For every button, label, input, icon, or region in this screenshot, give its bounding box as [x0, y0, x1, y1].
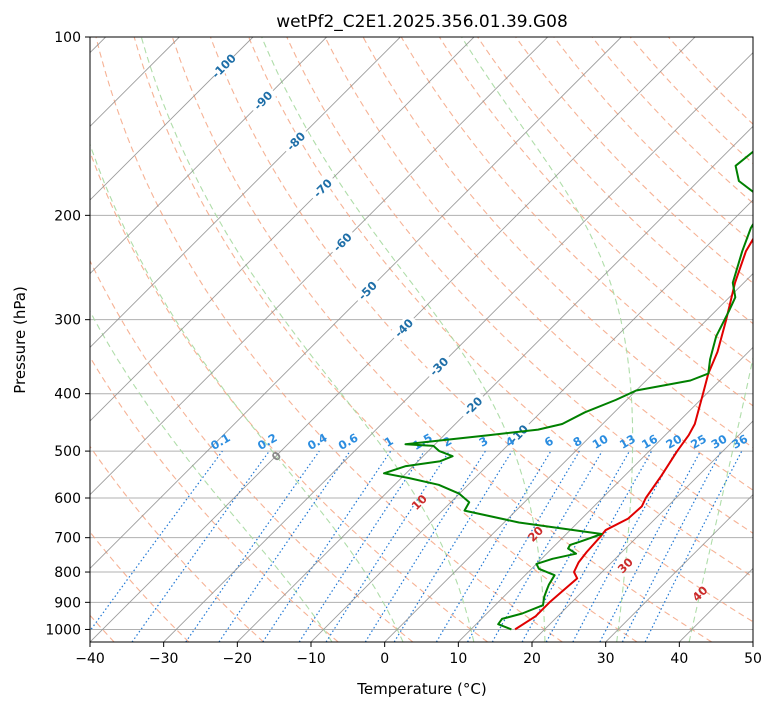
dry-adiabat-line [0, 37, 264, 642]
dry-adiabat-line [516, 37, 775, 642]
mixing-ratio-line [326, 451, 449, 642]
y-tick-label: 1000 [45, 622, 81, 638]
x-axis-title: Temperature (°C) [356, 680, 486, 698]
x-tick-label: −30 [149, 651, 179, 667]
y-tick-label: 800 [54, 565, 81, 581]
isotherm-line [458, 37, 775, 642]
y-tick-label: 900 [54, 595, 81, 611]
isotherm-line [753, 37, 775, 642]
isotherm-line [311, 37, 775, 642]
isotherm-line [679, 37, 775, 642]
y-tick-label: 700 [54, 531, 81, 547]
mixing-ratio-label: 25 [688, 432, 709, 452]
mixing-ratio-label: 36 [729, 432, 750, 452]
isotherm-line [385, 37, 775, 642]
mixing-ratio-line [546, 451, 651, 642]
background-lines [0, 37, 775, 642]
mixing-ratio-label: 30 [709, 432, 730, 452]
moist-adiabat-line [141, 37, 474, 642]
mixing-ratio-line [263, 451, 391, 642]
dry-adiabat-line [592, 37, 775, 642]
mixing-ratio-label: 6 [542, 434, 556, 450]
moist-adiabat-label: 40 [689, 583, 710, 604]
isotherm-line [237, 37, 775, 642]
isotherm-line [0, 37, 327, 642]
mixing-ratio-label: 8 [570, 434, 584, 450]
moist-adiabat-line [462, 37, 633, 642]
mixing-ratio-line [365, 451, 485, 642]
x-tick-label: 30 [597, 651, 615, 667]
isotherm-line [90, 37, 695, 642]
mixing-ratio-line [436, 451, 551, 642]
isotherm-line [0, 37, 400, 642]
moist-adiabat-label: 10 [409, 492, 430, 513]
mixing-ratio-label: 0.1 [208, 430, 233, 452]
y-tick-label: 400 [54, 387, 81, 403]
mixing-ratio-label: 10 [590, 432, 611, 452]
mixing-ratio-line [600, 451, 701, 642]
moist-adiabat-label: 30 [615, 555, 636, 576]
moist-adiabat-line [689, 37, 775, 642]
mixing-ratio-label: 0.4 [305, 430, 330, 452]
dry-adiabat-line [134, 37, 637, 642]
x-tick-label: −40 [75, 651, 105, 667]
mixing-ratio-line [219, 451, 350, 642]
x-tick-label: 50 [744, 651, 762, 667]
isotherm-line [532, 37, 775, 642]
dewpoint-profile-line [384, 37, 775, 629]
x-tick-label: −20 [223, 651, 253, 667]
isotherm-line [0, 37, 474, 642]
x-tick-label: 0 [380, 651, 389, 667]
mixing-ratio-label: 16 [639, 432, 660, 452]
dry-adiabat-line [0, 37, 338, 642]
x-tick-label: −10 [296, 651, 326, 667]
y-tick-label: 200 [54, 208, 81, 224]
x-tick-label: 40 [670, 651, 688, 667]
y-axis-title: Pressure (hPa) [11, 286, 29, 394]
isotherm-line [164, 37, 769, 642]
profile-lines [384, 37, 775, 629]
skewt-chart: -100-90-80-70-60-50-40-30-20-100.10.20.4… [0, 0, 775, 708]
mixing-ratio-label: 1 [382, 434, 396, 450]
y-tick-label: 500 [54, 444, 81, 460]
dry-adiabat-line [58, 37, 488, 642]
dry-adiabat-line [20, 37, 413, 642]
moist-adiabat-line [2, 37, 332, 642]
moist-adiabat-line [262, 37, 545, 642]
x-tick-label: 20 [523, 651, 541, 667]
skewt-svg: -100-90-80-70-60-50-40-30-20-100.10.20.4… [0, 0, 775, 708]
mixing-ratio-line [82, 451, 223, 642]
mixing-ratio-line [573, 451, 676, 642]
isotherm-line [0, 37, 548, 642]
x-tick-label: 10 [449, 651, 467, 667]
y-tick-label: 300 [54, 313, 81, 329]
mixing-ratio-line [299, 451, 424, 642]
y-tick-label: 600 [54, 491, 81, 507]
dry-adiabat-line [96, 37, 562, 642]
mixing-ratio-label: 20 [663, 432, 684, 452]
chart-title: wetPf2_C2E1.2025.356.01.39.G08 [276, 12, 568, 32]
mixing-ratio-label: 13 [617, 432, 638, 452]
moist-adiabat-line [61, 37, 403, 642]
plot-frame [90, 37, 753, 642]
y-tick-label: 100 [54, 30, 81, 46]
isotherm-line [0, 37, 253, 642]
isotherm-line [16, 37, 621, 642]
